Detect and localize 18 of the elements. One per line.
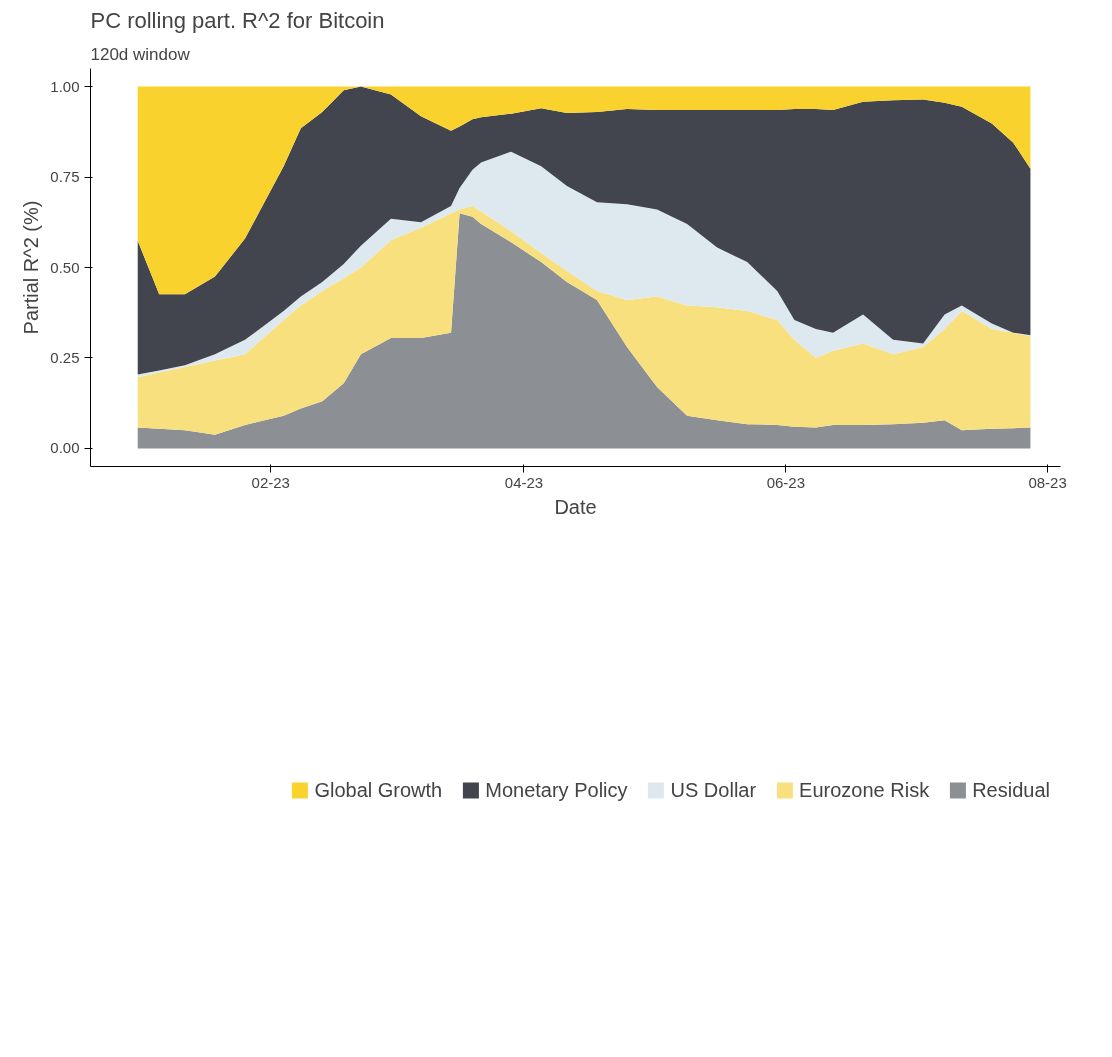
x-tick-label: 08-23 [1028, 473, 1067, 491]
chart-title: PC rolling part. R^2 for Bitcoin [90, 7, 385, 33]
legend-label: US Dollar [670, 778, 757, 802]
y-tick-label: 1.00 [50, 77, 80, 95]
y-axis-title: Partial R^2 (%) [20, 200, 43, 335]
x-axis-title: Date [554, 495, 597, 518]
x-tick-label: 04-23 [504, 473, 544, 491]
x-tick-label: 02-23 [251, 473, 290, 491]
y-tick-label: 0.50 [50, 258, 80, 276]
y-tick-label: 0.25 [50, 348, 80, 366]
legend-label: Eurozone Risk [799, 778, 930, 802]
legend-label: Residual [972, 778, 1050, 802]
legend-label: Monetary Policy [485, 778, 628, 802]
y-tick-label: 0.75 [50, 168, 80, 186]
legend-label: Global Growth [314, 778, 443, 802]
y-tick-label: 0.00 [50, 439, 80, 457]
x-tick-label: 06-23 [766, 473, 805, 491]
chart-subtitle: 120d window [90, 44, 191, 64]
